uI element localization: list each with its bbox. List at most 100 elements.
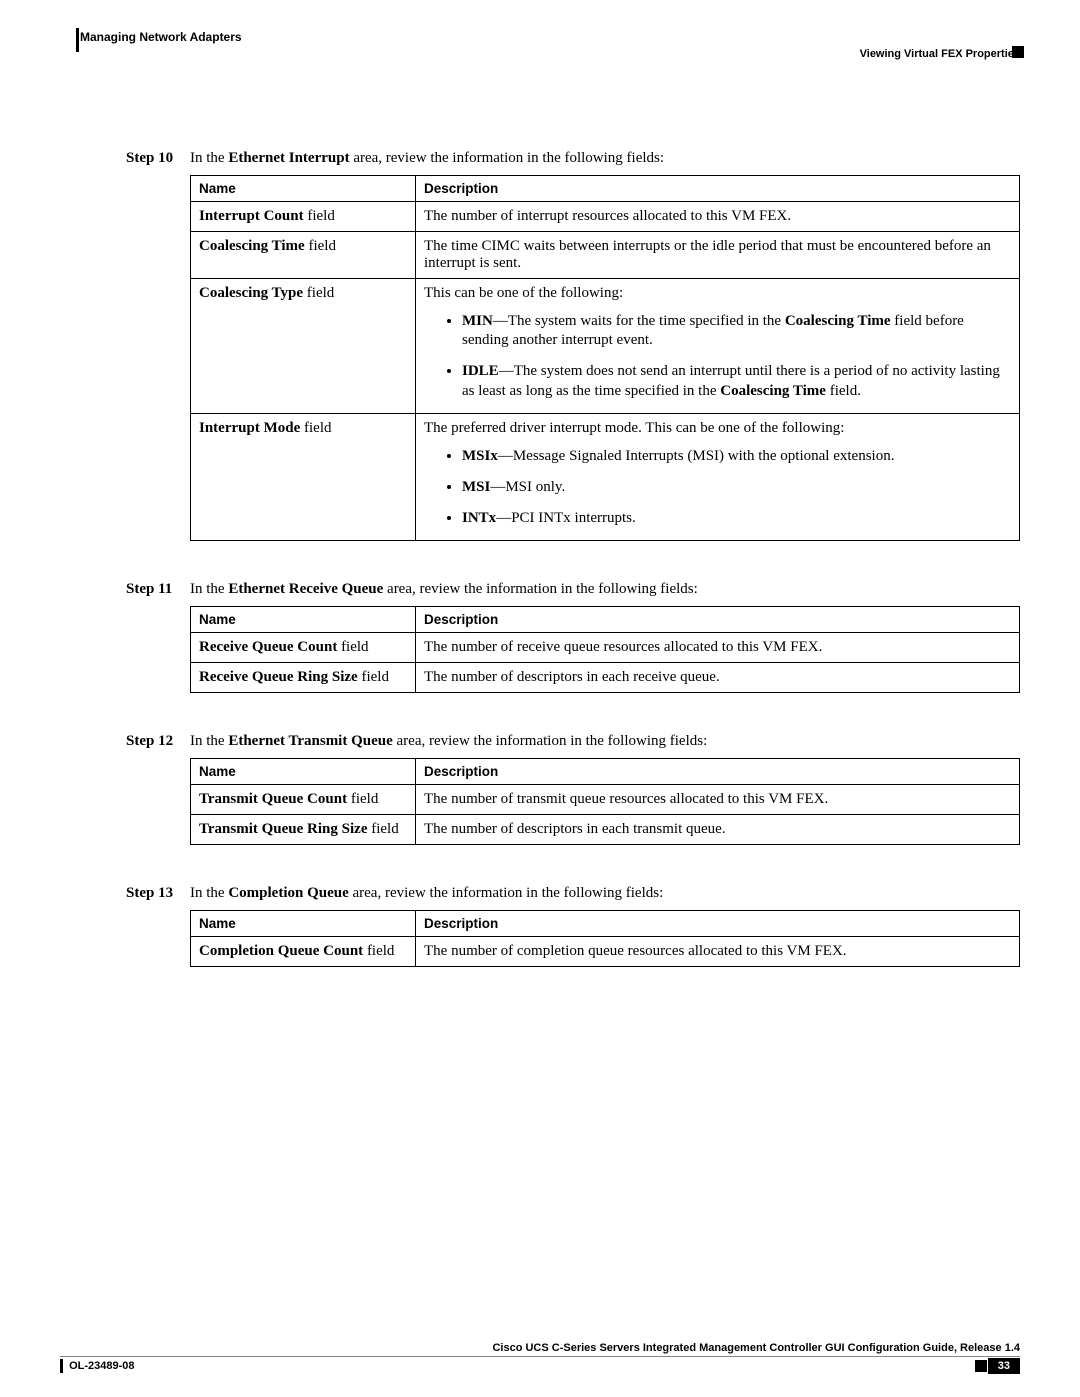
ethernet-transmit-queue-table: Name Description Transmit Queue Count fi… [190, 758, 1020, 845]
field-desc: The time CIMC waits between interrupts o… [416, 232, 1020, 279]
text: area, review the information in the foll… [383, 581, 698, 597]
field-name: Interrupt Mode field [191, 413, 416, 541]
text: This can be one of the following: [424, 285, 623, 301]
text: In the [190, 150, 228, 166]
text: MIN [462, 313, 493, 329]
field-desc: The number of receive queue resources al… [416, 633, 1020, 663]
field-desc: This can be one of the following: MIN—Th… [416, 279, 1020, 414]
table-header-row: Name Description [191, 759, 1020, 785]
text: The preferred driver interrupt mode. Thi… [424, 420, 844, 436]
content-area: Step 10 In the Ethernet Interrupt area, … [190, 150, 1020, 967]
col-desc: Description [416, 911, 1020, 937]
page-header: Managing Network Adapters Viewing Virtua… [80, 30, 1020, 70]
footer-accent-right [975, 1360, 987, 1372]
text: Coalescing Time [785, 313, 891, 329]
table-header-row: Name Description [191, 911, 1020, 937]
field-name: Completion Queue Count field [191, 937, 416, 967]
area-name: Ethernet Receive Queue [228, 581, 383, 597]
col-desc: Description [416, 759, 1020, 785]
ethernet-receive-queue-table: Name Description Receive Queue Count fie… [190, 606, 1020, 693]
area-name: Ethernet Interrupt [228, 150, 349, 166]
page-footer: Cisco UCS C-Series Servers Integrated Ma… [60, 1342, 1020, 1373]
section-title: Viewing Virtual FEX Properties [860, 48, 1020, 60]
text: Coalescing Type [199, 285, 303, 301]
doc-id: OL-23489-08 [69, 1360, 134, 1372]
field-desc: The number of transmit queue resources a… [416, 785, 1020, 815]
field-desc: The number of completion queue resources… [416, 937, 1020, 967]
text: Receive Queue Count [199, 639, 337, 655]
footer-guide-title: Cisco UCS C-Series Servers Integrated Ma… [60, 1342, 1020, 1357]
text: In the [190, 733, 228, 749]
text: field [300, 420, 331, 436]
step-label: Step 13 [126, 885, 190, 902]
text: area, review the information in the foll… [393, 733, 708, 749]
col-name: Name [191, 176, 416, 202]
text: Completion Queue Count [199, 943, 363, 959]
field-desc: The preferred driver interrupt mode. Thi… [416, 413, 1020, 541]
text: MSI [462, 479, 490, 495]
text: MSIx [462, 448, 498, 464]
col-desc: Description [416, 176, 1020, 202]
text: field [303, 285, 334, 301]
step-13: Step 13 In the Completion Queue area, re… [190, 885, 1020, 902]
table-row: Interrupt Count field The number of inte… [191, 202, 1020, 232]
text: —The system waits for the time specified… [493, 313, 785, 329]
list-item: MSI—MSI only. [462, 478, 1011, 497]
field-name: Transmit Queue Ring Size field [191, 815, 416, 845]
bullet-list: MSIx—Message Signaled Interrupts (MSI) w… [424, 447, 1011, 529]
col-name: Name [191, 911, 416, 937]
text: field [358, 669, 389, 685]
text: Coalescing Time [199, 238, 305, 254]
page-number: 33 [988, 1358, 1020, 1374]
chapter-title: Managing Network Adapters [80, 30, 242, 44]
text: field [305, 238, 336, 254]
list-item: MSIx—Message Signaled Interrupts (MSI) w… [462, 447, 1011, 466]
text: field [304, 208, 335, 224]
field-desc: The number of descriptors in each transm… [416, 815, 1020, 845]
text: Coalescing Time [720, 383, 826, 399]
list-item: MIN—The system waits for the time specif… [462, 312, 1011, 350]
table-row: Coalescing Time field The time CIMC wait… [191, 232, 1020, 279]
text: Transmit Queue Ring Size [199, 821, 367, 837]
step-label: Step 10 [126, 150, 190, 167]
step-label: Step 12 [126, 733, 190, 750]
page: Managing Network Adapters Viewing Virtua… [0, 0, 1080, 1397]
table-row: Receive Queue Count field The number of … [191, 633, 1020, 663]
table-row: Transmit Queue Count field The number of… [191, 785, 1020, 815]
ethernet-interrupt-table: Name Description Interrupt Count field T… [190, 175, 1020, 541]
table-header-row: Name Description [191, 607, 1020, 633]
field-name: Receive Queue Count field [191, 633, 416, 663]
area-name: Ethernet Transmit Queue [228, 733, 392, 749]
table-row: Transmit Queue Ring Size field The numbe… [191, 815, 1020, 845]
text: INTx [462, 510, 496, 526]
text: Interrupt Count [199, 208, 304, 224]
text: IDLE [462, 363, 499, 379]
field-name: Coalescing Type field [191, 279, 416, 414]
text: In the [190, 581, 228, 597]
table-row: Coalescing Type field This can be one of… [191, 279, 1020, 414]
col-desc: Description [416, 607, 1020, 633]
step-intro: In the Completion Queue area, review the… [190, 885, 1020, 902]
table-row: Receive Queue Ring Size field The number… [191, 663, 1020, 693]
step-11: Step 11 In the Ethernet Receive Queue ar… [190, 581, 1020, 598]
text: Transmit Queue Count [199, 791, 347, 807]
text: field [367, 821, 398, 837]
step-intro: In the Ethernet Transmit Queue area, rev… [190, 733, 1020, 750]
footer-doc-id: OL-23489-08 [60, 1359, 135, 1373]
text: In the [190, 885, 228, 901]
table-row: Interrupt Mode field The preferred drive… [191, 413, 1020, 541]
step-intro: In the Ethernet Receive Queue area, revi… [190, 581, 1020, 598]
text: Interrupt Mode [199, 420, 300, 436]
step-intro: In the Ethernet Interrupt area, review t… [190, 150, 1020, 167]
text: —Message Signaled Interrupts (MSI) with … [498, 448, 895, 464]
area-name: Completion Queue [228, 885, 348, 901]
field-name: Interrupt Count field [191, 202, 416, 232]
text: Receive Queue Ring Size [199, 669, 358, 685]
field-name: Coalescing Time field [191, 232, 416, 279]
bullet-list: MIN—The system waits for the time specif… [424, 312, 1011, 401]
text: —MSI only. [490, 479, 565, 495]
step-10: Step 10 In the Ethernet Interrupt area, … [190, 150, 1020, 167]
text: field [347, 791, 378, 807]
table-header-row: Name Description [191, 176, 1020, 202]
text: field [337, 639, 368, 655]
